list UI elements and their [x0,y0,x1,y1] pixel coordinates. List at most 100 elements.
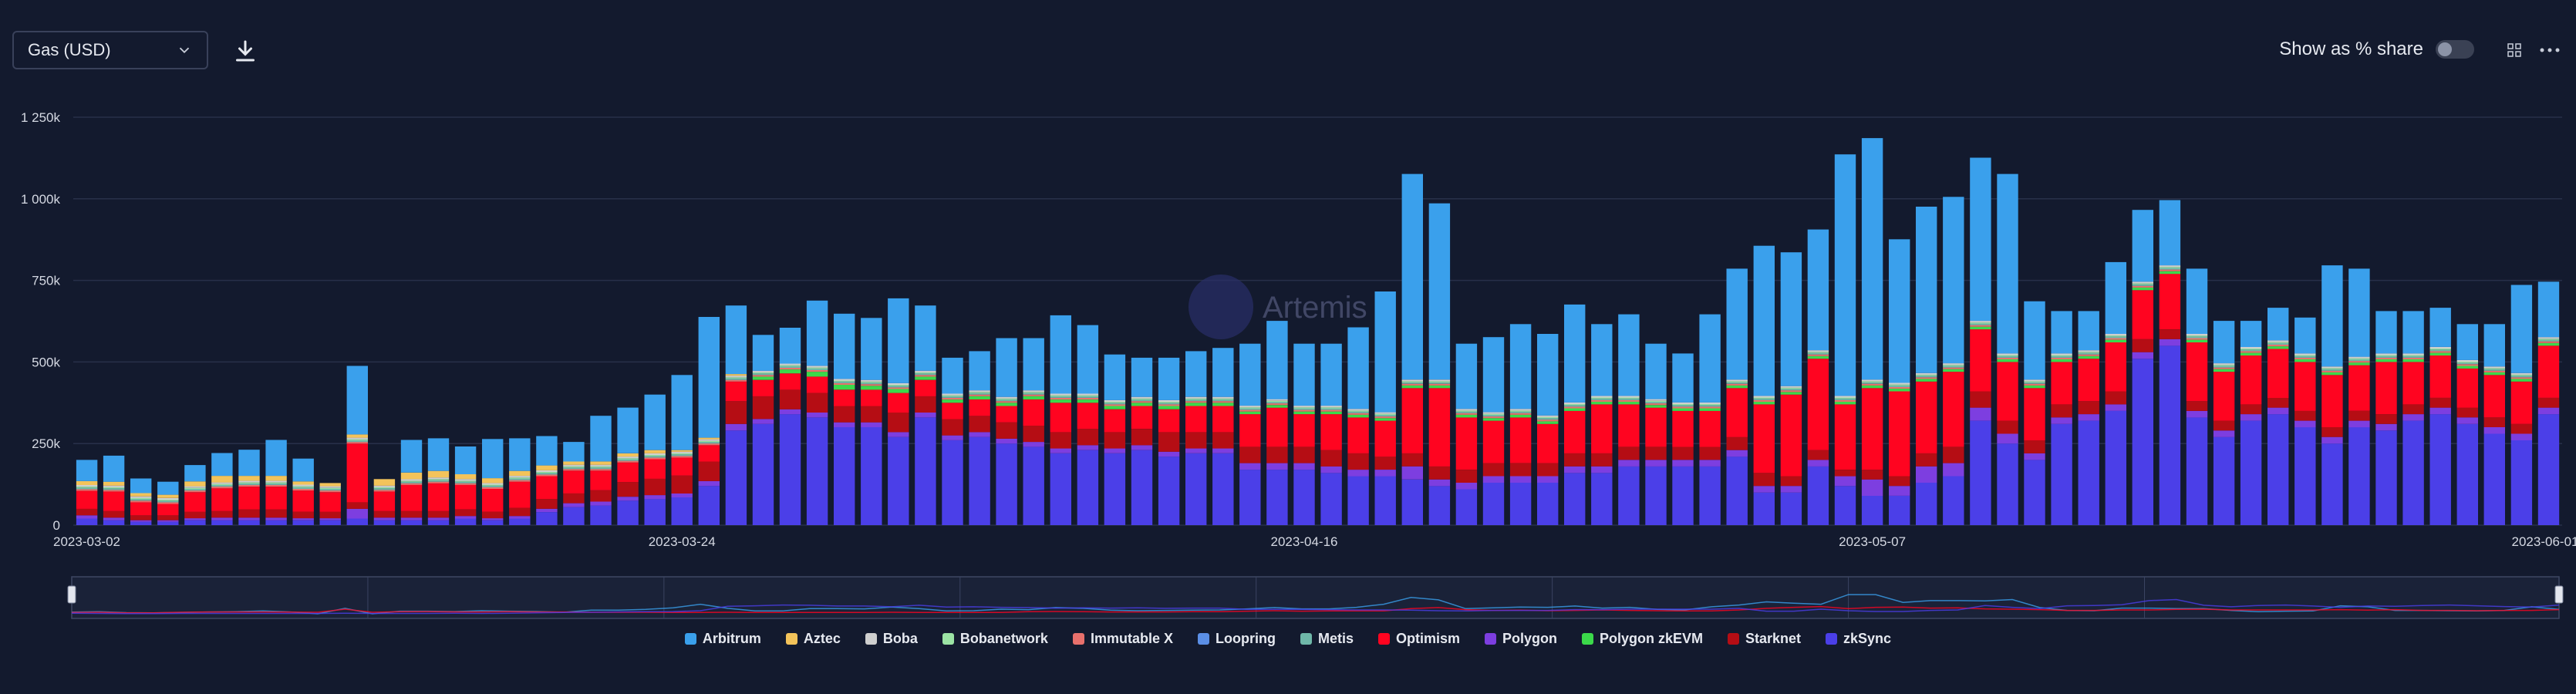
bar-segment-arbitrum [400,440,423,473]
bar-segment-polygon [1374,470,1396,477]
bar-segment-optimism [184,492,206,512]
bar-segment-metis [184,489,206,491]
legend-label: Arbitrum [702,631,761,646]
x-tick-label: 2023-04-16 [1271,534,1338,549]
bar-segment-arbitrum [617,407,639,453]
legend-item-polygon-zkevm[interactable]: Polygon zkEVM [1581,631,1703,647]
legend-item-immutable-x[interactable]: Immutable X [1072,631,1173,647]
legend-item-boba[interactable]: Boba [865,631,918,647]
legend-item-metis[interactable]: Metis [1300,631,1354,647]
bar-segment-aztec [319,483,341,487]
legend-item-arbitrum[interactable]: Arbitrum [684,631,761,647]
bar-segment-boba [211,482,233,484]
download-icon[interactable] [231,37,259,65]
bar-segment-polygon-zkevm [996,403,1017,406]
bar-segment-zksync [2429,414,2451,525]
bar-segment-optimism [1834,404,1856,470]
bar-segment-zksync [1374,476,1396,525]
legend-item-aztec[interactable]: Aztec [785,631,841,647]
bar-segment-bobanetwork [2105,335,2126,337]
bar-segment-polygon-zkevm [1482,418,1505,421]
bar-segment-polygon [1077,445,1099,450]
navigator-handle-right[interactable] [2554,585,2564,604]
bar-segment-zksync [1943,476,1964,525]
legend-label: Starknet [1745,631,1802,646]
bar-segment-zksync [211,520,233,525]
bar-segment-immutable-x [1131,401,1153,403]
bar-segment-immutable-x [1266,403,1288,406]
bar-segment-polygon-zkevm [1509,415,1532,418]
bar-segment-optimism [2240,355,2262,405]
bar-segment-polygon [752,419,774,424]
bar-segment-starknet [319,511,341,519]
bar-segment-arbitrum [1943,197,1964,364]
bar-segment-arbitrum [1023,338,1044,391]
bar-segment-optimism [779,373,801,390]
bar-segment-bobanetwork [1861,381,1883,382]
bar-segment-metis [644,456,666,458]
bar-segment-optimism [2321,375,2343,427]
bar-segment-starknet [427,510,450,518]
grid-view-icon[interactable] [2507,42,2522,58]
bar-segment-bobanetwork [1401,381,1423,382]
bar-segment-optimism [454,484,477,510]
bar-segment-immutable-x [2132,285,2153,288]
bar-segment-optimism [76,490,98,509]
bar-segment-boba [1699,402,1721,404]
bar-segment-zksync [482,520,504,525]
legend-item-starknet[interactable]: Starknet [1728,631,1801,647]
bar-segment-optimism [427,483,450,511]
bar-segment-optimism [590,470,612,490]
bar-segment-boba [2429,346,2451,349]
bar-segment-bobanetwork [1699,404,1721,406]
bar-segment-zksync [1131,450,1153,525]
bar-segment-aztec [130,493,152,497]
bar-segment-immutable-x [319,490,341,493]
metric-select[interactable]: Gas (USD) [12,31,208,69]
bar-segment-immutable-x [834,382,855,385]
bar-segment-metis [2159,268,2181,270]
bar-segment-bobanetwork [915,372,936,374]
bar-segment-starknet [590,490,612,502]
bar-segment-arbitrum [2186,268,2208,334]
bar-segment-boba [346,437,368,440]
legend-item-optimism[interactable]: Optimism [1377,631,1460,647]
navigator-handle-left[interactable] [67,585,76,604]
legend-item-bobanetwork[interactable]: Bobanetwork [942,631,1048,647]
bar-segment-polygon [942,435,963,440]
bar-segment-metis [1104,403,1126,405]
bar-segment-zksync [103,520,125,525]
bar-segment-arbitrum [292,458,314,482]
bar-segment-polygon [2051,417,2072,424]
legend-item-loopring[interactable]: Loopring [1197,631,1276,647]
bar-segment-arbitrum [1104,354,1126,400]
bar-segment-metis [76,487,98,490]
bar-segment-zksync [725,430,747,525]
bar-segment-metis [2105,336,2126,339]
bar-segment-polygon [346,508,368,519]
bar-segment-zksync [1753,492,1775,525]
bar-segment-metis [427,480,450,482]
bar-segment-optimism [2132,290,2153,339]
range-navigator[interactable] [67,576,2564,619]
bar-segment-optimism [1509,417,1532,463]
bar-segment-polygon [2078,414,2099,421]
bar-segment-zksync [2240,420,2262,525]
bar-segment-bobanetwork [1943,365,1964,366]
bar-segment-boba [2510,372,2533,375]
bar-segment-optimism [563,470,585,494]
chevron-down-icon [179,47,190,54]
bar-segment-optimism [1023,399,1044,426]
bar-segment-metis [2267,342,2289,345]
legend-item-zksync[interactable]: zkSync [1826,631,1891,647]
bar-segment-arbitrum [1374,291,1396,413]
y-tick-label: 750k [32,274,60,288]
bar-segment-starknet [103,510,125,518]
more-options-icon[interactable] [2539,42,2561,58]
bar-segment-zksync [590,505,612,525]
legend-item-polygon[interactable]: Polygon [1484,631,1557,647]
bar-segment-polygon-zkevm [915,376,936,380]
bar-segment-polygon-zkevm [1131,403,1153,406]
bar-segment-immutable-x [2402,357,2424,359]
share-toggle[interactable] [2436,40,2474,59]
